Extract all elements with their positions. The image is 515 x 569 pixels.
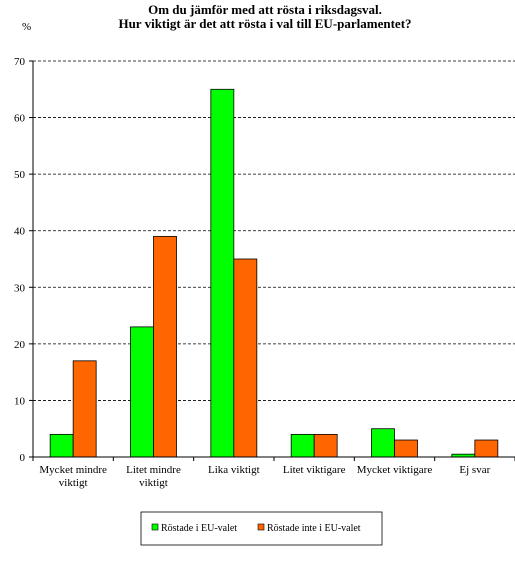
bar bbox=[233, 258, 258, 458]
y-tick-label: 40 bbox=[14, 226, 26, 238]
legend-label: Röstade i EU-valet bbox=[161, 523, 237, 534]
legend-swatch bbox=[257, 523, 265, 531]
y-tick-label: 10 bbox=[14, 395, 26, 407]
y-tick-label: 0 bbox=[20, 452, 26, 464]
y-tick-label: 30 bbox=[14, 282, 26, 294]
chart-title-line: Hur viktigt är det att rösta i val till … bbox=[118, 16, 411, 31]
bar bbox=[153, 235, 177, 458]
bar bbox=[72, 360, 97, 458]
bar bbox=[474, 439, 499, 458]
x-category-label: Mycket mindre bbox=[39, 464, 107, 476]
legend-label: Röstade inte i EU-valet bbox=[267, 523, 361, 534]
bar bbox=[49, 433, 74, 458]
chart-title-line: Om du jämför med att rösta i riksdagsval… bbox=[148, 2, 382, 17]
x-category-label: Litet viktigare bbox=[283, 464, 346, 476]
x-category-label: viktigt bbox=[59, 477, 88, 489]
x-category-label: Lika viktigt bbox=[208, 464, 260, 476]
bars bbox=[49, 88, 499, 458]
y-tick-label: 50 bbox=[14, 169, 26, 181]
bar bbox=[394, 439, 418, 458]
y-tick-labels: 0 10 20 30 40 50 60 70 bbox=[14, 56, 26, 464]
x-category-label: viktigt bbox=[139, 477, 168, 489]
y-tick-label: 70 bbox=[14, 56, 26, 68]
x-category-label: Ej svar bbox=[459, 464, 490, 476]
bar bbox=[130, 326, 154, 458]
bar bbox=[371, 428, 395, 458]
chart-title: Om du jämför med att rösta i riksdagsval… bbox=[118, 2, 411, 31]
y-tick-label: 60 bbox=[14, 113, 26, 125]
gridlines bbox=[33, 60, 515, 401]
axes bbox=[29, 60, 515, 461]
x-category-label: Mycket viktigare bbox=[357, 464, 433, 476]
legend: Röstade i EU-valet Röstade inte i EU-vale… bbox=[140, 511, 383, 546]
bar bbox=[313, 433, 338, 458]
bar bbox=[210, 88, 235, 458]
legend-swatch bbox=[151, 523, 159, 531]
y-tick-label: 20 bbox=[14, 339, 26, 351]
y-axis-label: % bbox=[22, 21, 31, 33]
bar bbox=[290, 433, 315, 458]
x-category-label: Litet mindre bbox=[126, 464, 181, 476]
